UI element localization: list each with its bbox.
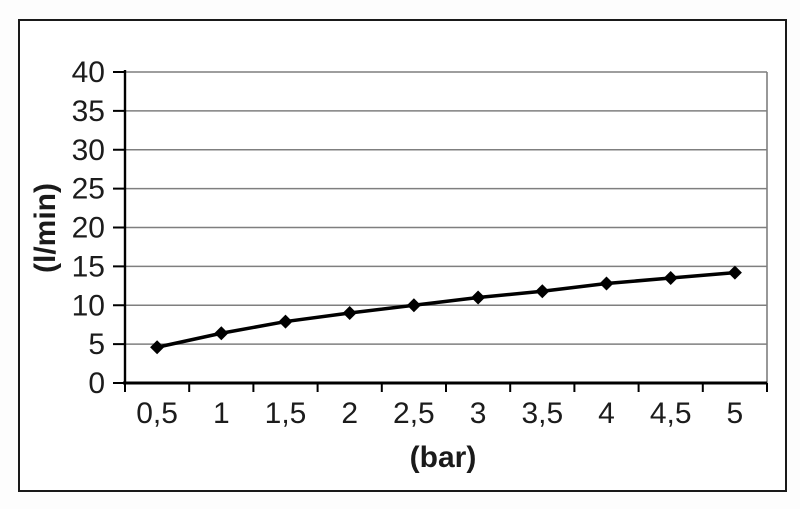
y-tick-label: 35 bbox=[72, 95, 105, 128]
data-point-marker bbox=[727, 265, 742, 280]
y-tick-label: 0 bbox=[88, 367, 105, 400]
data-point-marker bbox=[342, 306, 357, 321]
data-point-marker bbox=[663, 271, 678, 286]
data-point-marker bbox=[406, 298, 421, 313]
x-tick-label: 0,5 bbox=[136, 397, 178, 430]
x-tick-label: 4 bbox=[598, 397, 615, 430]
data-point-marker bbox=[471, 290, 486, 305]
x-tick-label: 2 bbox=[341, 397, 358, 430]
data-point-marker bbox=[278, 314, 293, 329]
y-axis-title: (l/min) bbox=[29, 183, 62, 273]
data-point-marker bbox=[599, 276, 614, 291]
y-tick-label: 20 bbox=[72, 212, 105, 245]
data-point-marker bbox=[214, 326, 229, 341]
x-tick-label: 1,5 bbox=[265, 397, 307, 430]
series-line bbox=[156, 270, 736, 349]
chart-frame bbox=[18, 19, 787, 492]
x-tick-label: 3 bbox=[470, 397, 487, 430]
data-point-marker bbox=[535, 284, 550, 299]
x-tick-label: 1 bbox=[213, 397, 230, 430]
x-tick-label: 2,5 bbox=[393, 397, 435, 430]
y-tick-label: 25 bbox=[72, 173, 105, 206]
x-tick-label: 3,5 bbox=[521, 397, 563, 430]
y-tick-label: 5 bbox=[88, 328, 105, 361]
y-tick-label: 15 bbox=[72, 250, 105, 283]
data-point-marker bbox=[150, 340, 165, 355]
y-tick-label: 10 bbox=[72, 289, 105, 322]
x-tick-label: 5 bbox=[727, 397, 744, 430]
x-tick-label: 4,5 bbox=[650, 397, 692, 430]
x-axis-title: (bar) bbox=[409, 441, 477, 474]
y-tick-label: 40 bbox=[72, 56, 105, 89]
y-tick-label: 30 bbox=[72, 134, 105, 167]
